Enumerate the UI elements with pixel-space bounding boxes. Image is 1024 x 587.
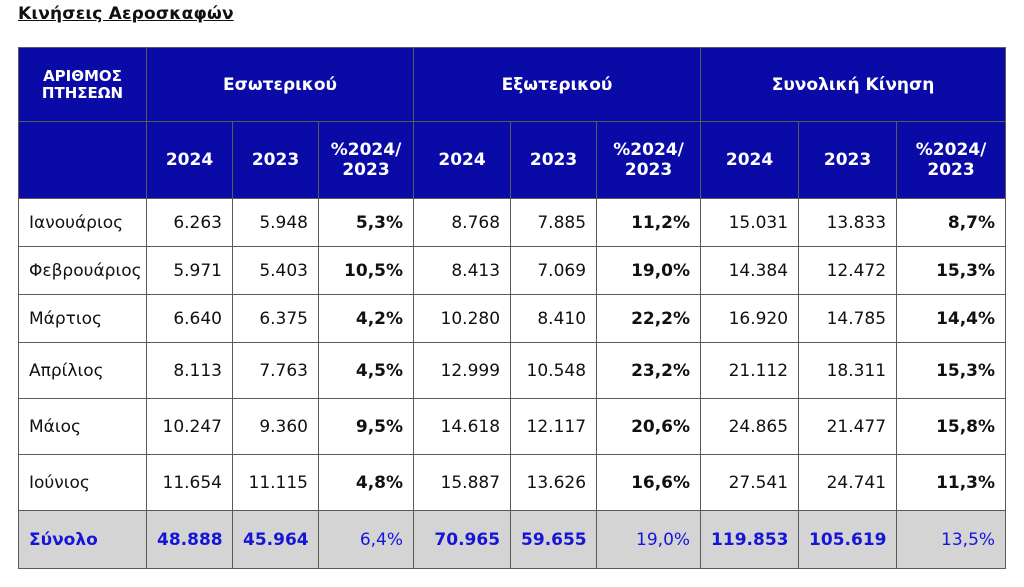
pct-change-cell: 23,2% xyxy=(596,342,702,399)
total-cell: 119.853 xyxy=(700,510,800,569)
pct-change-cell: 8,7% xyxy=(896,198,1007,247)
pct-change-cell: 15,3% xyxy=(896,246,1007,295)
value-cell: 11.654 xyxy=(146,454,233,511)
value-cell: 18.311 xyxy=(798,342,898,399)
pct-change-cell: 11,3% xyxy=(896,454,1007,511)
value-cell: 7.763 xyxy=(232,342,319,399)
total-cell: 70.965 xyxy=(413,510,512,569)
header-year-2024: 2024 xyxy=(700,121,800,199)
total-cell: 13,5% xyxy=(896,510,1007,569)
value-cell: 12.117 xyxy=(510,398,598,455)
pct-change-cell: 19,0% xyxy=(596,246,702,295)
total-cell: 59.655 xyxy=(510,510,598,569)
value-cell: 12.472 xyxy=(798,246,898,295)
pct-change-cell: 11,2% xyxy=(596,198,702,247)
pct-change-cell: 20,6% xyxy=(596,398,702,455)
value-cell: 14.384 xyxy=(700,246,800,295)
month-cell: Φεβρουάριος xyxy=(18,246,147,295)
value-cell: 12.999 xyxy=(413,342,512,399)
header-year-2024: 2024 xyxy=(413,121,512,199)
value-cell: 10.548 xyxy=(510,342,598,399)
value-cell: 10.280 xyxy=(413,294,512,343)
table-row: Μάρτιος 6.640 6.375 4,2% 10.280 8.410 22,2% 16.… xyxy=(18,294,1007,343)
value-cell: 8.113 xyxy=(146,342,233,399)
table-body: Ιανουάριος 6.263 5.948 5,3% 8.768 7.885 11,2% 1… xyxy=(18,198,1007,511)
value-cell: 14.785 xyxy=(798,294,898,343)
header-year-2023: 2023 xyxy=(232,121,319,199)
header-empty xyxy=(18,121,147,199)
header-group-domestic: Εσωτερικού xyxy=(145,47,415,122)
value-cell: 6.375 xyxy=(232,294,319,343)
header-year-2024: 2024 xyxy=(146,121,233,199)
flights-table: ΑΡΙΘΜΟΣ ΠΤΗΣΕΩΝ Εσωτερικού Εξωτερικού Συ… xyxy=(18,47,1007,569)
value-cell: 10.247 xyxy=(146,398,233,455)
value-cell: 5.948 xyxy=(232,198,319,247)
value-cell: 15.031 xyxy=(700,198,800,247)
value-cell: 13.626 xyxy=(510,454,598,511)
header-group-international: Εξωτερικού xyxy=(413,47,702,122)
total-cell: 105.619 xyxy=(798,510,898,569)
table-row: Απρίλιος 8.113 7.763 4,5% 12.999 10.548 23,2% 2… xyxy=(18,342,1007,399)
header-year-2023: 2023 xyxy=(510,121,598,199)
header-corner-line2: ΠΤΗΣΕΩΝ xyxy=(41,83,124,102)
table-row: Ιούνιος 11.654 11.115 4,8% 15.887 13.626 16,6%… xyxy=(18,454,1007,511)
value-cell: 13.833 xyxy=(798,198,898,247)
header-year-2023: 2023 xyxy=(798,121,898,199)
value-cell: 14.618 xyxy=(413,398,512,455)
header-pct: %2024/ 2023 xyxy=(317,121,415,199)
value-cell: 8.410 xyxy=(510,294,598,343)
pct-change-cell: 15,3% xyxy=(896,342,1007,399)
total-cell: 19,0% xyxy=(596,510,702,569)
month-cell: Ιούνιος xyxy=(18,454,147,511)
month-cell: Ιανουάριος xyxy=(18,198,147,247)
pct-change-cell: 10,5% xyxy=(317,246,415,295)
value-cell: 7.885 xyxy=(510,198,598,247)
pct-change-cell: 4,8% xyxy=(317,454,415,511)
value-cell: 21.477 xyxy=(798,398,898,455)
total-cell: 6,4% xyxy=(317,510,415,569)
header-group-total: Συνολική Κίνηση xyxy=(700,47,1007,122)
value-cell: 27.541 xyxy=(700,454,800,511)
value-cell: 5.403 xyxy=(232,246,319,295)
header-pct: %2024/ 2023 xyxy=(896,121,1007,199)
value-cell: 6.640 xyxy=(146,294,233,343)
header-corner: ΑΡΙΘΜΟΣ ΠΤΗΣΕΩΝ xyxy=(18,47,147,122)
value-cell: 21.112 xyxy=(700,342,800,399)
value-cell: 7.069 xyxy=(510,246,598,295)
pct-change-cell: 4,2% xyxy=(317,294,415,343)
pct-change-cell: 9,5% xyxy=(317,398,415,455)
value-cell: 16.920 xyxy=(700,294,800,343)
value-cell: 15.887 xyxy=(413,454,512,511)
total-cell: 48.888 xyxy=(146,510,233,569)
pct-change-cell: 22,2% xyxy=(596,294,702,343)
pct-change-cell: 5,3% xyxy=(317,198,415,247)
pct-change-cell: 4,5% xyxy=(317,342,415,399)
header-corner-line1: ΑΡΙΘΜΟΣ xyxy=(43,66,122,85)
value-cell: 24.865 xyxy=(700,398,800,455)
value-cell: 6.263 xyxy=(146,198,233,247)
total-row: Σύνολο 48.888 45.964 6,4% 70.965 59.655 … xyxy=(18,510,1007,569)
value-cell: 11.115 xyxy=(232,454,319,511)
value-cell: 24.741 xyxy=(798,454,898,511)
table-row: Μάιος 10.247 9.360 9,5% 14.618 12.117 20,6% 24.… xyxy=(18,398,1007,455)
month-cell: Μάρτιος xyxy=(18,294,147,343)
page-title: Κινήσεις Αεροσκαφών xyxy=(18,4,234,24)
pct-change-cell: 15,8% xyxy=(896,398,1007,455)
total-cell: 45.964 xyxy=(232,510,319,569)
pct-change-cell: 16,6% xyxy=(596,454,702,511)
month-cell: Απρίλιος xyxy=(18,342,147,399)
value-cell: 9.360 xyxy=(232,398,319,455)
table-row: Φεβρουάριος 5.971 5.403 10,5% 8.413 7.069 19,0… xyxy=(18,246,1007,295)
header-pct: %2024/ 2023 xyxy=(596,121,702,199)
table-row: Ιανουάριος 6.263 5.948 5,3% 8.768 7.885 11,2% 1… xyxy=(18,198,1007,247)
month-cell: Μάιος xyxy=(18,398,147,455)
pct-change-cell: 14,4% xyxy=(896,294,1007,343)
value-cell: 5.971 xyxy=(146,246,233,295)
value-cell: 8.768 xyxy=(413,198,512,247)
value-cell: 8.413 xyxy=(413,246,512,295)
total-label: Σύνολο xyxy=(18,510,147,569)
